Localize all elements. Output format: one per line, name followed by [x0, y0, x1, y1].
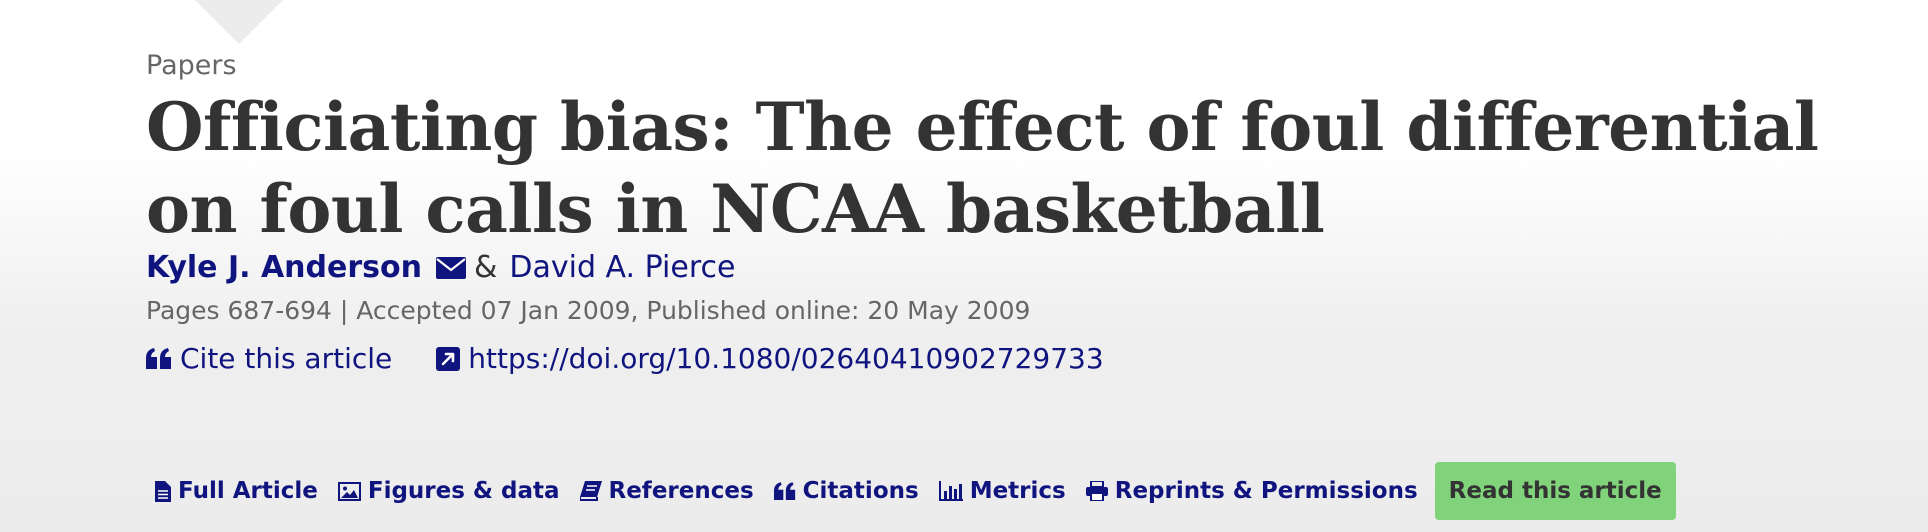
envelope-icon[interactable] — [435, 256, 466, 279]
tab-label: Citations — [802, 478, 919, 504]
cite-article-label: Cite this article — [180, 342, 393, 375]
article-title: Officiating bias: The effect of foul dif… — [146, 88, 1819, 248]
print-icon — [1085, 481, 1108, 501]
tab-citations[interactable]: Citations — [765, 462, 930, 520]
book-icon — [579, 481, 602, 501]
tab-label: Metrics — [969, 478, 1066, 504]
tab-references[interactable]: References — [571, 462, 765, 520]
image-icon — [337, 481, 361, 501]
quote-icon — [773, 481, 795, 500]
author-list: Kyle J. Anderson & David A. Pierce — [146, 250, 735, 285]
tab-label: Reprints & Permissions — [1114, 478, 1418, 504]
author-link-pierce[interactable]: David A. Pierce — [509, 250, 736, 285]
tab-metrics[interactable]: Metrics — [930, 462, 1077, 520]
bar-chart-icon — [938, 481, 963, 501]
read-article-button[interactable]: Read this article — [1434, 462, 1676, 520]
article-tabs: Full Article Figures & data References — [146, 462, 1676, 520]
article-links: Cite this article https://doi.org/10.108… — [146, 342, 1104, 375]
tab-label: Figures & data — [367, 478, 560, 504]
publication-meta: Pages 687-694 | Accepted 07 Jan 2009, Pu… — [146, 296, 1031, 325]
doi-label: https://doi.org/10.1080/0264041090272973… — [468, 342, 1104, 375]
tab-figures-data[interactable]: Figures & data — [329, 462, 571, 520]
author-link-anderson[interactable]: Kyle J. Anderson — [146, 250, 422, 285]
tab-label: References — [608, 478, 754, 504]
cite-article-link[interactable]: Cite this article — [146, 342, 392, 375]
tab-reprints-permissions[interactable]: Reprints & Permissions — [1077, 462, 1429, 520]
tab-full-article[interactable]: Full Article — [146, 462, 329, 520]
document-icon — [155, 480, 171, 502]
quote-icon — [146, 347, 171, 369]
tab-label: Full Article — [178, 478, 318, 504]
doi-link[interactable]: https://doi.org/10.1080/0264041090272973… — [436, 342, 1104, 375]
article-type-label: Papers — [146, 50, 237, 81]
author-separator: & — [473, 250, 498, 285]
external-link-icon — [436, 346, 461, 371]
header-notch — [195, 0, 283, 44]
